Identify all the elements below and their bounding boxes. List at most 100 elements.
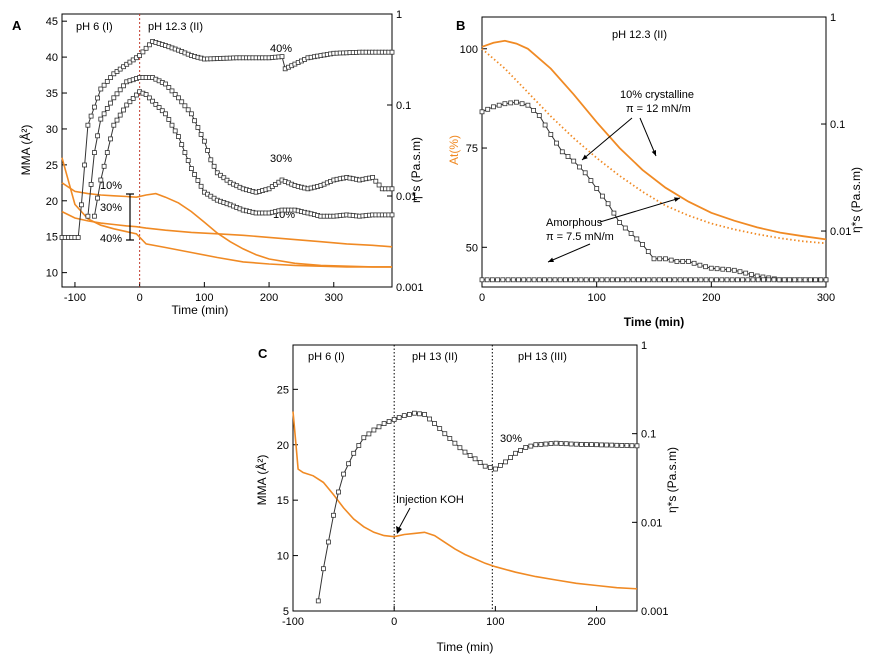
panel-a-visc-marker-30pct [211,163,217,169]
panel-c-visc-marker [503,459,508,465]
panel-a-visc-marker-10pct [98,177,104,183]
panel-c-ylabel-left: MMA (Å²) [254,455,269,506]
panel-b-visc-marker-1 [781,277,787,283]
panel-a-visc-marker-30pct [376,182,382,188]
panel-b-arrow-cryst-1 [581,117,633,161]
panel-b-visc-marker-1 [531,277,537,283]
panel-a-ytick-right-label: 1 [396,9,402,21]
panel-a-visc-marker-30pct [224,177,230,183]
panel-c-visc-marker [452,440,458,446]
panel-c-visc-marker [417,411,422,417]
panel-b-visc-marker-1 [662,277,667,283]
panel-b-visc-marker-1 [823,277,829,283]
panel-b-visc-marker-1 [479,277,485,283]
panel-c-visc-marker [518,447,523,453]
panel-b-plot-frame [481,16,827,288]
panel-c-ytick-right-label: 0.01 [641,517,662,529]
panel-b-visc-marker-1 [677,277,683,283]
panel-a-visc-marker-40pct [95,95,100,101]
panel-a-mma-line-10pct [61,182,392,268]
panel-c-visc-marker [442,431,448,437]
panel-a-ytick-right-label: 0.001 [396,282,424,294]
panel-b-arrow-amorph-1-head [674,197,680,202]
panel-a-visc-marker-10pct [179,142,185,148]
panel-b-visc-marker-0 [622,225,628,231]
panel-b-visc-marker-0 [496,102,502,108]
panel-c-visc-marker [406,411,412,417]
panel-a-visc-marker-10pct [182,150,188,156]
panel-b-visc-marker-1 [636,277,641,283]
panel-b-visc-marker-1 [719,277,725,283]
panel-b-visc-marker-1 [552,277,558,283]
panel-b-visc-marker-0 [663,256,668,262]
panel-a-ytick-left-label: 20 [46,196,58,208]
panel-b-visc-marker-1 [776,277,782,283]
panel-a-visc-marker-10pct [121,107,126,113]
panel-a-visc-marker-10pct [156,105,162,110]
panel-c-ytick-left-label: 25 [277,384,289,396]
panel-a-visc-marker-30pct [101,111,107,117]
panel-c-visc-marker [584,442,589,447]
panel-a-xtick-label: 0 [137,292,143,304]
panel-b-visc-marker-1 [745,277,751,283]
panel-c-visc-marker [437,426,443,432]
panel-b-visc-marker-0 [571,158,577,164]
panel-b-visc-marker-1 [589,277,594,283]
panel-a-visc-marker-10pct [143,92,149,97]
panel-a-visc-marker-30pct [108,100,113,106]
panel-a-ytick-left-label: 15 [46,232,58,244]
panel-c-ytick-left-label: 5 [283,606,289,618]
panel-b-visc-marker-1 [724,277,730,283]
panel-c-ylabel-right: η*s (Pa.s.m) [665,447,679,513]
panel-c-ytick-right-label: 0.001 [641,606,669,618]
panel-a-visc-marker-10pct [389,212,395,218]
panel-c-visc-marker [472,456,478,462]
panel-c-visc-marker [376,424,382,430]
panel-b-visc-marker-1 [735,277,740,283]
panel-b-visc-marker-0 [737,269,743,275]
panel-a-visc-marker-10pct [124,102,130,108]
panel-a-visc-marker-30pct [195,125,201,130]
panel-a-ytick-right-label: 0.01 [396,191,417,203]
panel-a-visc-marker-30pct [198,131,204,137]
panel-a-visc-marker-30pct [98,116,104,122]
panel-a-visc-marker-30pct [121,83,126,89]
panel-a-visc-marker-30pct [208,157,214,163]
panel-b-visc-marker-1 [688,277,693,283]
panel-b-visc-marker-0 [674,258,680,264]
panel-c-xtick-label: 0 [391,616,397,628]
panel-c-injection-arrow-head [396,526,402,534]
panel-a-visc-marker-10pct [127,99,133,105]
panel-c-visc-marker [543,441,549,447]
panel-b-arrow-amorph-2-head [548,257,554,262]
panel-b-amorph-line2: π = 7.5 mN/m [546,231,614,243]
panel-c-visc-marker [396,415,402,420]
panel-b-visc-marker-1 [708,277,714,283]
panel-b-visc-marker-0 [554,140,559,146]
panel-b-visc-marker-1 [495,277,501,283]
panel-b-visc-marker-0 [708,265,714,271]
panel-c-visc-marker [614,442,620,448]
panel-c-visc-marker [331,512,336,518]
panel-a-ytick-left-label: 35 [46,88,58,100]
panel-c-visc-marker [467,453,473,458]
panel-c-region-1: pH 6 (I) [308,351,345,363]
panel-b-visc-marker-0 [531,108,536,113]
panel-b-visc-marker-0 [703,264,708,270]
panel-a-visc-marker-30pct [205,148,211,153]
panel-a-left-30: 30% [100,202,122,214]
panel-a-visc-marker-30pct [95,133,100,139]
panel-c-visc-marker [508,455,513,461]
panel-c-visc-marker [315,598,321,604]
panel-c-visc-marker [432,421,438,427]
panel-a-visc-marker-10pct [104,150,110,156]
panel-a-region-1: pH 6 (I) [76,21,113,33]
panel-b-visc-marker-1 [615,277,620,283]
panel-b-visc-marker-0 [645,249,651,255]
panel-a-visc-marker-30pct [92,150,97,156]
panel-b-visc-marker-0 [600,193,605,199]
panel-c-visc-marker [538,441,544,447]
panel-c-visc-marker [497,462,503,468]
panel-b-visc-marker-1 [484,277,490,283]
panel-b-visc-marker-1 [672,277,678,283]
